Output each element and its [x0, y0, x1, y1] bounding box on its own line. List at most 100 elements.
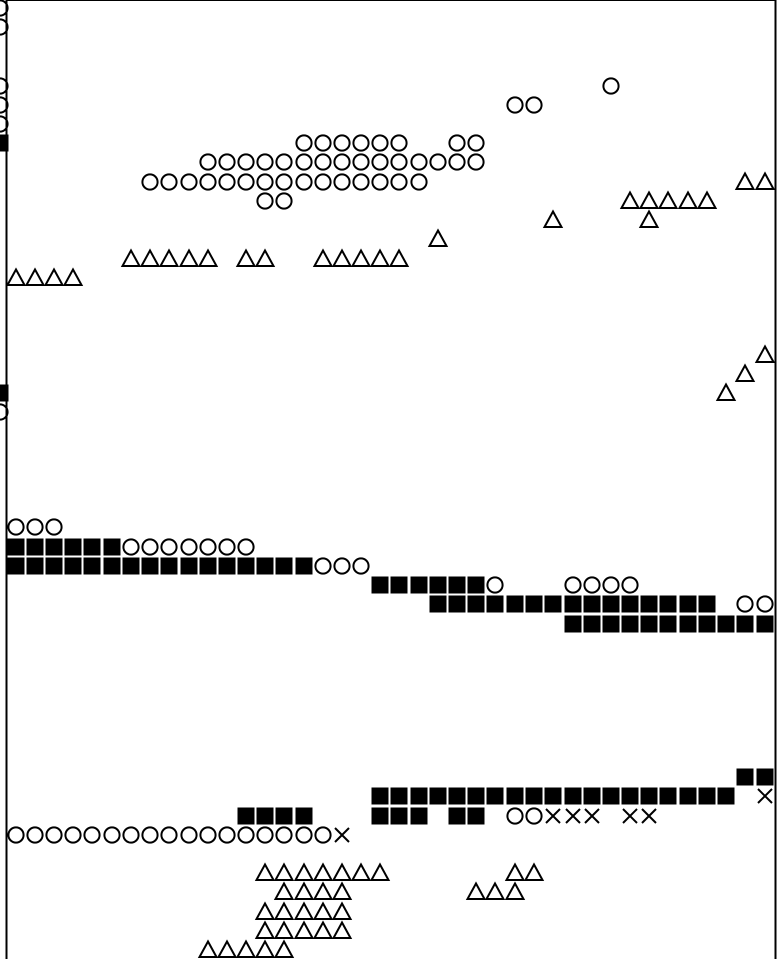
circle-marker	[371, 134, 389, 152]
square-marker	[371, 787, 389, 805]
circle-marker	[199, 173, 217, 191]
triangle-marker	[197, 248, 219, 267]
circle-marker	[314, 134, 332, 152]
square-marker	[45, 538, 63, 556]
triangle-marker	[158, 248, 180, 267]
circle-marker	[103, 826, 121, 844]
circle-marker	[7, 518, 25, 536]
square-marker	[410, 807, 428, 825]
circle-marker	[83, 826, 101, 844]
circle-marker	[218, 173, 236, 191]
right-margin	[777, 0, 782, 959]
triangle-marker	[638, 209, 660, 228]
square-marker	[429, 595, 447, 613]
square-marker	[583, 595, 601, 613]
circle-marker	[7, 826, 25, 844]
square-marker	[429, 787, 447, 805]
square-marker	[410, 576, 428, 594]
triangle-marker	[293, 901, 315, 920]
square-marker	[736, 615, 754, 633]
triangle-marker	[312, 901, 334, 920]
square-marker	[199, 557, 217, 575]
square-marker	[698, 787, 716, 805]
square-marker	[26, 557, 44, 575]
square-marker	[160, 557, 178, 575]
circle-marker	[314, 173, 332, 191]
square-marker	[256, 557, 274, 575]
triangle-marker	[504, 881, 526, 900]
square-marker	[448, 787, 466, 805]
triangle-marker	[734, 363, 756, 382]
circle-marker	[295, 826, 313, 844]
triangle-marker	[331, 862, 353, 881]
circle-marker	[314, 153, 332, 171]
square-marker	[275, 807, 293, 825]
square-marker	[64, 557, 82, 575]
square-marker	[26, 538, 44, 556]
square-marker	[659, 615, 677, 633]
square-marker	[448, 595, 466, 613]
circle-marker	[410, 173, 428, 191]
square-marker	[640, 615, 658, 633]
cross-marker	[565, 808, 581, 824]
circle-marker	[448, 134, 466, 152]
square-marker	[698, 595, 716, 613]
square-marker	[544, 787, 562, 805]
circle-marker	[564, 576, 582, 594]
circle-marker	[237, 173, 255, 191]
square-marker	[564, 615, 582, 633]
triangle-marker	[331, 881, 353, 900]
square-marker	[103, 538, 121, 556]
triangle-marker	[312, 862, 334, 881]
square-marker	[448, 807, 466, 825]
circle-marker	[275, 173, 293, 191]
square-marker	[7, 557, 25, 575]
triangle-marker	[331, 920, 353, 939]
circle-marker	[333, 134, 351, 152]
circle-marker	[295, 173, 313, 191]
circle-marker	[602, 77, 620, 95]
circle-marker	[45, 518, 63, 536]
triangle-marker	[542, 209, 564, 228]
triangle-marker	[696, 190, 718, 209]
circle-marker	[602, 576, 620, 594]
triangle-marker	[312, 248, 334, 267]
square-marker	[410, 787, 428, 805]
square-marker	[506, 787, 524, 805]
square-marker	[659, 787, 677, 805]
square-marker	[621, 595, 639, 613]
triangle-marker	[273, 920, 295, 939]
square-marker	[448, 576, 466, 594]
triangle-marker	[734, 171, 756, 190]
circle-marker	[525, 807, 543, 825]
triangle-marker	[24, 267, 46, 286]
triangle-marker	[254, 939, 276, 958]
circle-marker	[237, 826, 255, 844]
triangle-marker	[273, 939, 295, 958]
triangle-marker	[312, 881, 334, 900]
triangle-marker	[369, 248, 391, 267]
square-marker	[717, 787, 735, 805]
circle-marker	[429, 153, 447, 171]
triangle-marker	[331, 901, 353, 920]
circle-marker	[295, 153, 313, 171]
triangle-marker	[465, 881, 487, 900]
triangle-marker	[43, 267, 65, 286]
circle-marker	[314, 557, 332, 575]
circle-marker	[218, 826, 236, 844]
square-marker	[640, 787, 658, 805]
triangle-marker	[504, 862, 526, 881]
square-marker	[45, 557, 63, 575]
square-marker	[640, 595, 658, 613]
triangle-marker	[139, 248, 161, 267]
square-marker	[429, 576, 447, 594]
circle-marker	[199, 153, 217, 171]
circle-marker	[256, 173, 274, 191]
square-marker	[467, 807, 485, 825]
cross-marker	[757, 788, 773, 804]
triangle-marker	[657, 190, 679, 209]
circle-marker	[525, 96, 543, 114]
square-marker	[295, 807, 313, 825]
square-marker	[7, 538, 25, 556]
